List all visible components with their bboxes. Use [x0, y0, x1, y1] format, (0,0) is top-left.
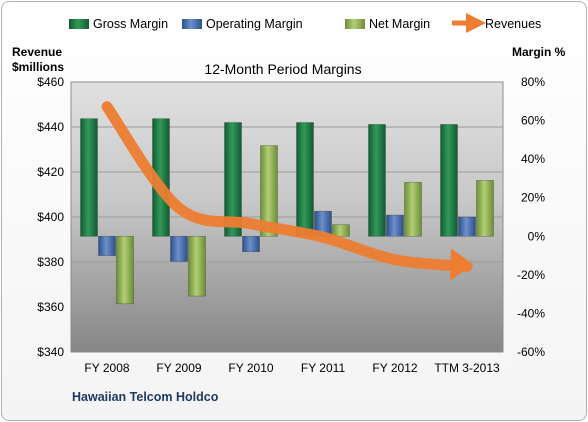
right-tick-label: -20%: [517, 268, 545, 282]
legend-label-gross-margin: Gross Margin: [93, 17, 168, 31]
category-labels: FY 2008 FY 2009 FY 2010 FY 2011 FY 2012 TTM 3…: [84, 361, 500, 375]
right-tick-label: 80%: [521, 75, 545, 89]
right-axis-label: Margin %: [512, 45, 566, 59]
legend-label-operating-margin: Operating Margin: [206, 17, 303, 31]
revenue-line-path: [101, 101, 473, 272]
legend-swatch-operating-margin: [182, 19, 202, 29]
company-label: Hawaiian Telcom Holdco: [72, 390, 219, 404]
left-tick-label: $460: [37, 75, 64, 89]
right-tick-label: 20%: [521, 191, 545, 205]
revenue-line: [101, 101, 473, 281]
left-tick-label: $380: [37, 255, 64, 269]
bar-gross-margin: [80, 118, 98, 237]
bar-operating-margin: [170, 235, 188, 262]
right-tick-label: 40%: [521, 152, 545, 166]
bars: [80, 118, 494, 305]
bar-net-margin: [332, 224, 350, 237]
bar-operating-margin: [98, 235, 116, 256]
right-axis-ticks: -60% -40% -20% 0% 20% 40% 60% 80%: [517, 75, 545, 359]
category-label: FY 2009: [156, 361, 201, 375]
right-tick-label: 60%: [521, 114, 545, 128]
legend-label-net-margin: Net Margin: [369, 17, 430, 31]
right-tick-label: 0%: [528, 229, 546, 243]
legend-label-revenues: Revenues: [485, 17, 541, 31]
left-tick-label: $340: [37, 345, 64, 359]
bar-gross-margin: [296, 122, 314, 237]
bar-net-margin: [404, 181, 422, 237]
legend: Gross Margin Operating Margin Net Margin…: [69, 13, 541, 33]
category-label: FY 2012: [372, 361, 417, 375]
right-tick-label: -60%: [517, 345, 545, 359]
left-tick-label: $420: [37, 165, 64, 179]
left-tick-label: $360: [37, 300, 64, 314]
legend-swatch-net-margin: [345, 19, 365, 29]
bar-gross-margin: [224, 122, 242, 237]
chart-title: 12-Month Period Margins: [204, 61, 361, 77]
left-tick-label: $400: [37, 210, 64, 224]
left-axis-label-line1: Revenue: [12, 45, 62, 59]
bar-gross-margin: [368, 124, 386, 237]
category-label: FY 2011: [301, 361, 346, 375]
right-tick-label: -40%: [517, 306, 545, 320]
category-label: TTM 3-2013: [434, 361, 500, 375]
bar-operating-margin: [458, 216, 476, 237]
category-label: FY 2008: [84, 361, 129, 375]
left-axis-label-line2: $millions: [12, 60, 64, 74]
bar-operating-margin: [386, 214, 404, 237]
left-axis-ticks: $340 $360 $380 $400 $420 $440 $460: [37, 75, 64, 359]
bar-net-margin: [116, 235, 134, 305]
bar-operating-margin: [242, 235, 260, 253]
revenue-arrowhead: [450, 248, 473, 281]
category-label: FY 2010: [228, 361, 273, 375]
bar-gross-margin: [440, 124, 458, 237]
bar-net-margin: [260, 145, 278, 237]
left-tick-label: $440: [37, 120, 64, 134]
legend-swatch-gross-margin: [69, 19, 89, 29]
bar-net-margin: [476, 180, 494, 237]
bar-net-margin: [188, 235, 206, 297]
